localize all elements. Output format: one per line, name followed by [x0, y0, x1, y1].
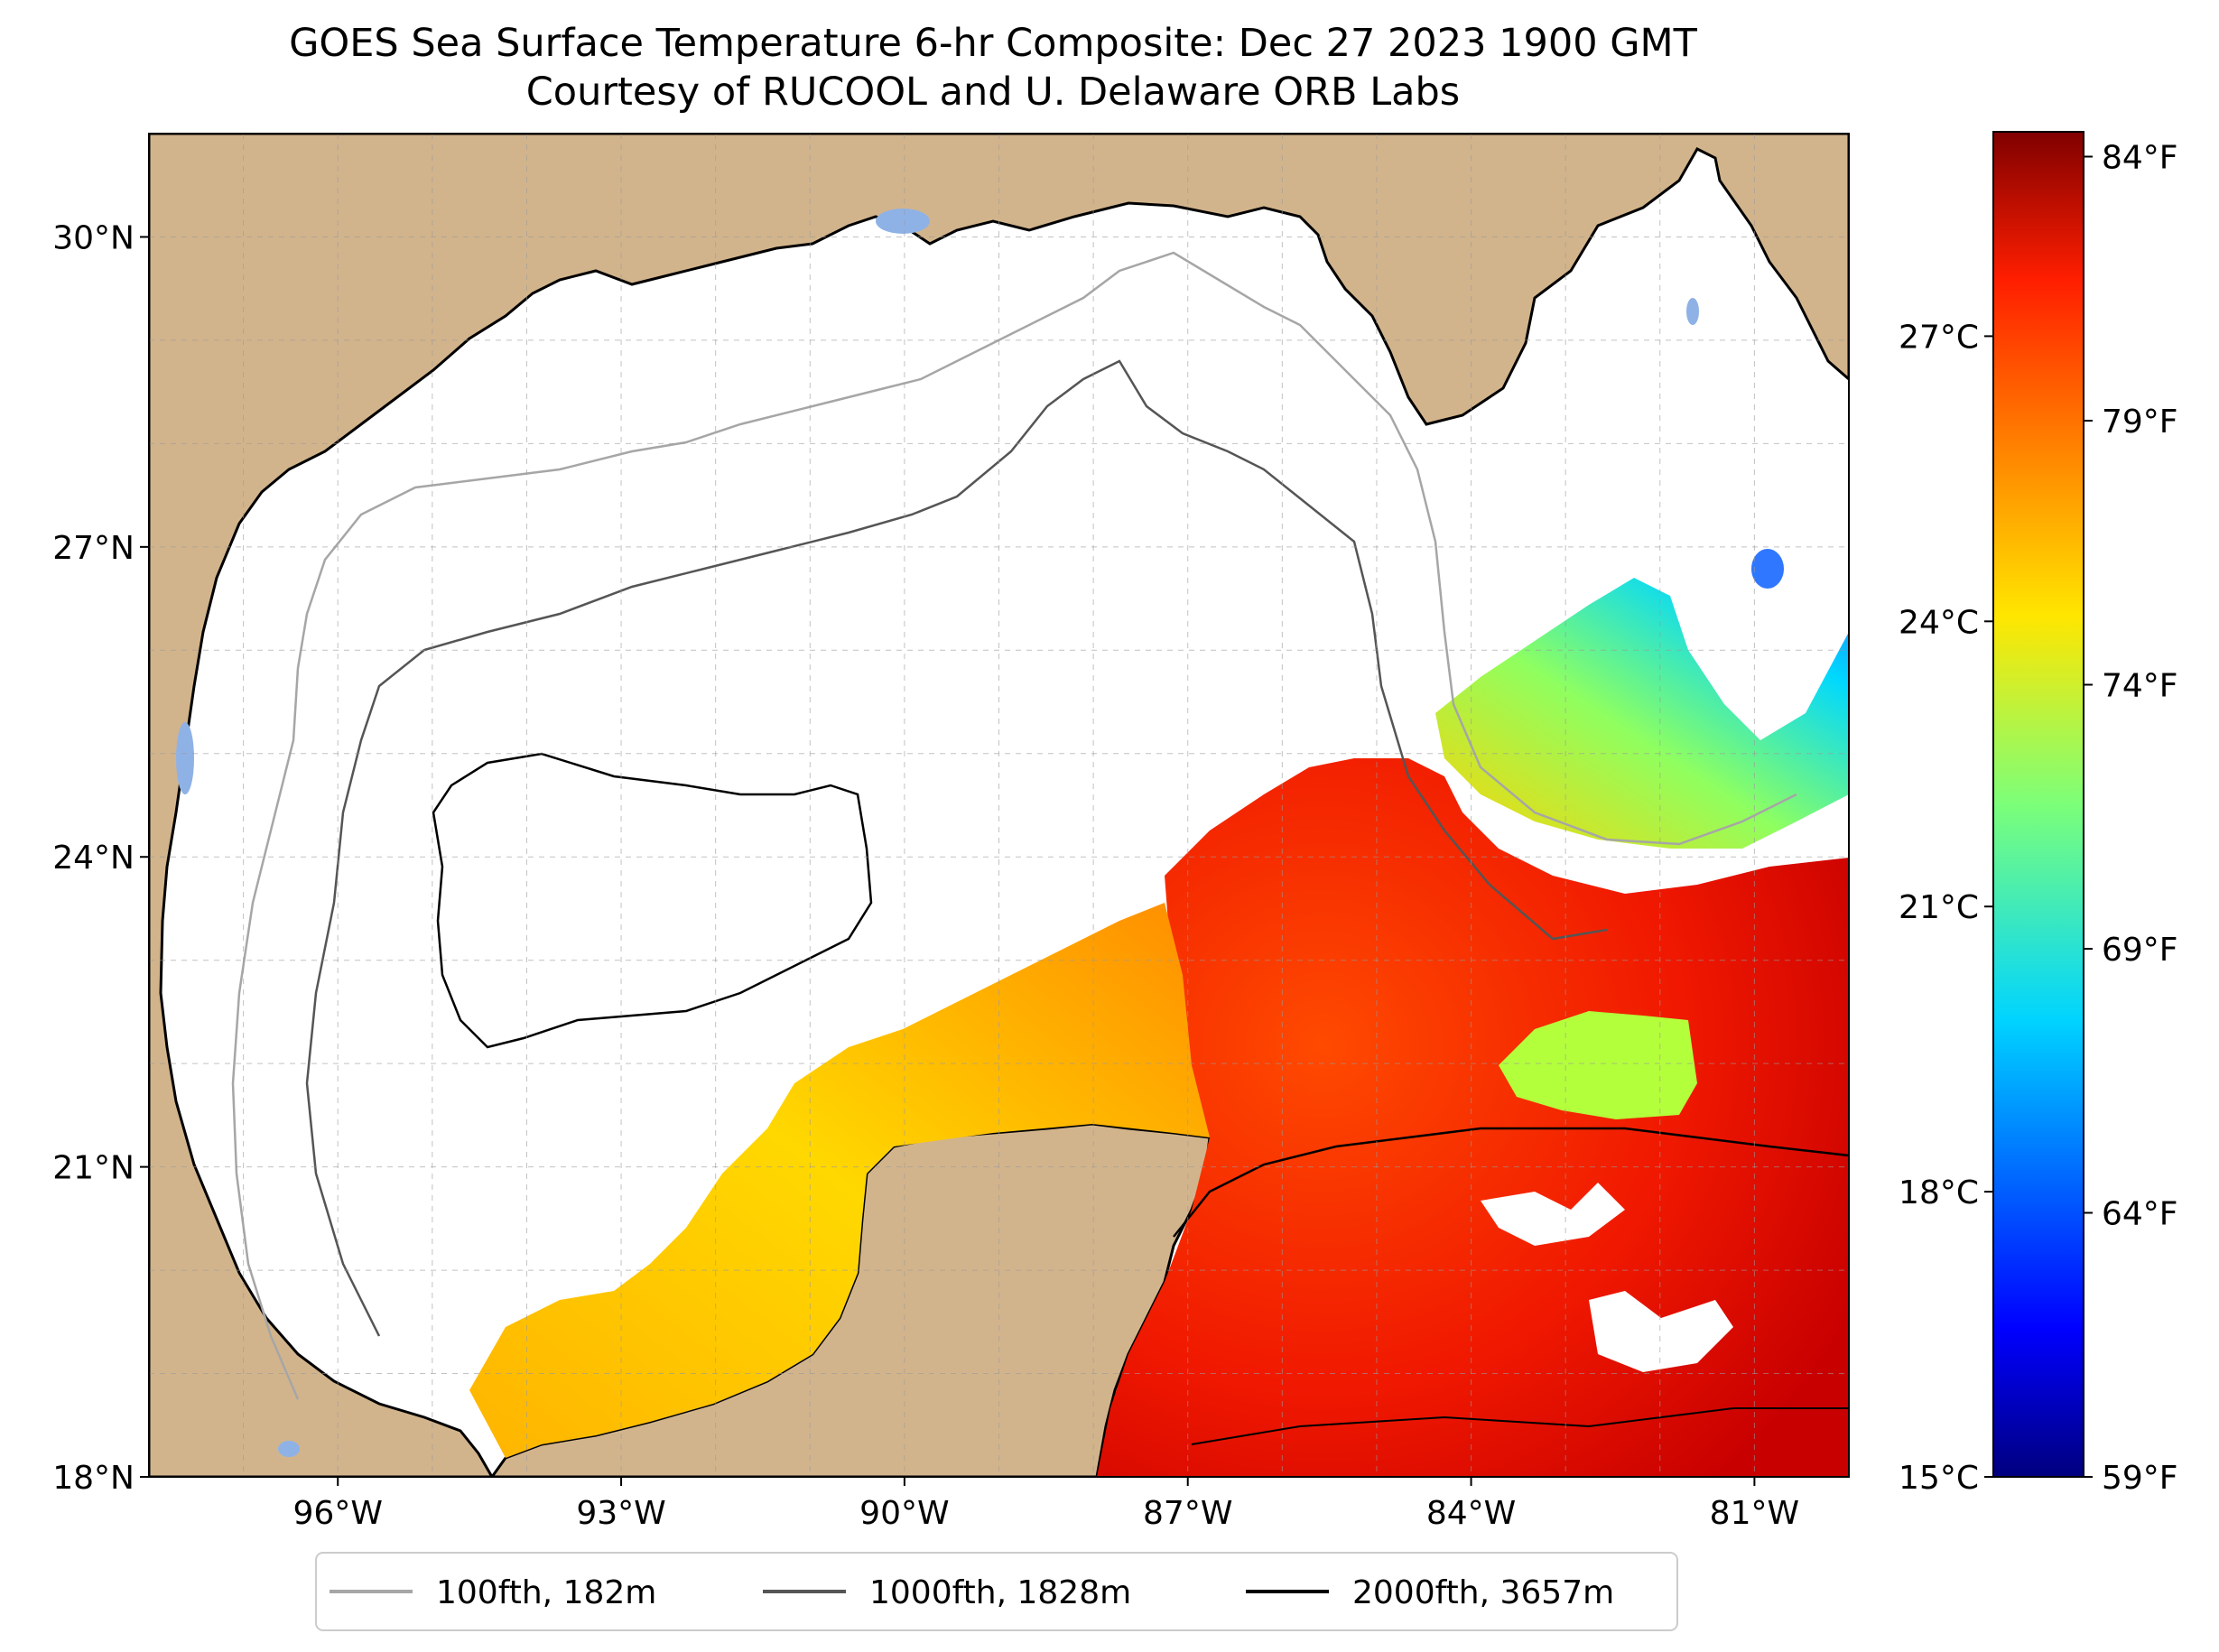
lat-tick-label: 18°N — [52, 1460, 135, 1497]
sst-field-cuba-shelf — [1499, 1011, 1697, 1119]
lon-tick-label: 84°W — [1426, 1495, 1516, 1532]
colorbar-fahrenheit-label: 79°F — [2102, 404, 2178, 441]
map-frame — [148, 133, 1850, 1478]
land-yucatan — [490, 1122, 1212, 1477]
gridlines — [149, 134, 1849, 1477]
sst-field-west-florida — [1435, 578, 1849, 849]
lat-tick-label: 21°N — [52, 1150, 135, 1187]
lake-florida-small — [1686, 298, 1699, 325]
colorbar-gradient — [1992, 131, 2084, 1478]
lon-tick-label: 90°W — [859, 1495, 949, 1532]
lake-laguna — [176, 722, 194, 794]
sst-field-eastern-gulf — [1097, 758, 1849, 1477]
land-north-america — [149, 134, 1849, 1477]
colorbar-fahrenheit-label: 69°F — [2102, 932, 2178, 969]
colorbar: 27°C 24°C 21°C 18°C 15°C 84°F 79°F 74°F 69°F 64°… — [1899, 131, 2178, 1497]
legend-item-label: 2000fth, 3657m — [1352, 1574, 1614, 1611]
lon-tick-label: 93°W — [576, 1495, 665, 1532]
lon-tick-label: 87°W — [1143, 1495, 1232, 1532]
colorbar-fahrenheit-label: 84°F — [2102, 139, 2178, 176]
colorbar-celsius-label: 18°C — [1899, 1174, 1979, 1211]
cloud-gap-caribbean — [1481, 1183, 1625, 1246]
legend-items: 100fth, 182m 1000fth, 1828m 2000fth, 3657m — [330, 1574, 1614, 1611]
colorbar-fahrenheit-label: 59°F — [2102, 1460, 2178, 1497]
colorbar-fahrenheit-axis: 84°F 79°F 74°F 69°F 64°F 59°F — [2084, 139, 2178, 1497]
contour-2000fth-caribbean-2 — [1191, 1407, 1849, 1445]
map-title: GOES Sea Surface Temperature 6-hr Compos… — [289, 21, 1697, 66]
lake-pontchartrain — [876, 209, 930, 234]
contour-1000fth — [305, 359, 1608, 1337]
map-area[interactable] — [149, 134, 1849, 1477]
colorbar-fahrenheit-label: 64°F — [2102, 1195, 2178, 1232]
cloud-gap-caribbean-2 — [1589, 1291, 1733, 1372]
colorbar-celsius-label: 24°C — [1899, 604, 1979, 641]
legend-item-label: 100fth, 182m — [436, 1574, 656, 1611]
contour-2000fth-caribbean — [1173, 1127, 1849, 1238]
contour-2000fth-sigsbee — [432, 752, 873, 1049]
longitude-axis: 96°W 93°W 90°W 87°W 84°W 81°W — [293, 1477, 1799, 1532]
legend: 100fth, 182m 1000fth, 1828m 2000fth, 3657m — [315, 1552, 1678, 1631]
colorbar-celsius-label: 15°C — [1899, 1460, 1979, 1497]
latitude-axis: 30°N 27°N 24°N 21°N 18°N — [52, 219, 149, 1497]
map-subtitle: Courtesy of RUCOOL and U. Delaware ORB L… — [525, 70, 1461, 115]
colorbar-fahrenheit-label: 74°F — [2102, 667, 2178, 704]
lon-tick-label: 81°W — [1710, 1495, 1799, 1532]
lat-tick-label: 24°N — [52, 840, 135, 877]
colorbar-celsius-label: 21°C — [1899, 889, 1979, 926]
contour-100fth — [231, 251, 1797, 1400]
colorbar-celsius-axis: 27°C 24°C 21°C 18°C 15°C — [1899, 319, 1993, 1497]
lon-tick-label: 96°W — [293, 1495, 383, 1532]
lake-texas — [278, 1441, 300, 1457]
lake-okeechobee — [1751, 549, 1784, 589]
lat-tick-label: 27°N — [52, 530, 135, 567]
legend-item-label: 1000fth, 1828m — [869, 1574, 1131, 1611]
legend-box — [315, 1552, 1678, 1631]
lat-tick-label: 30°N — [52, 219, 135, 256]
sst-field-campeche — [469, 903, 1210, 1458]
colorbar-celsius-label: 27°C — [1899, 319, 1979, 356]
